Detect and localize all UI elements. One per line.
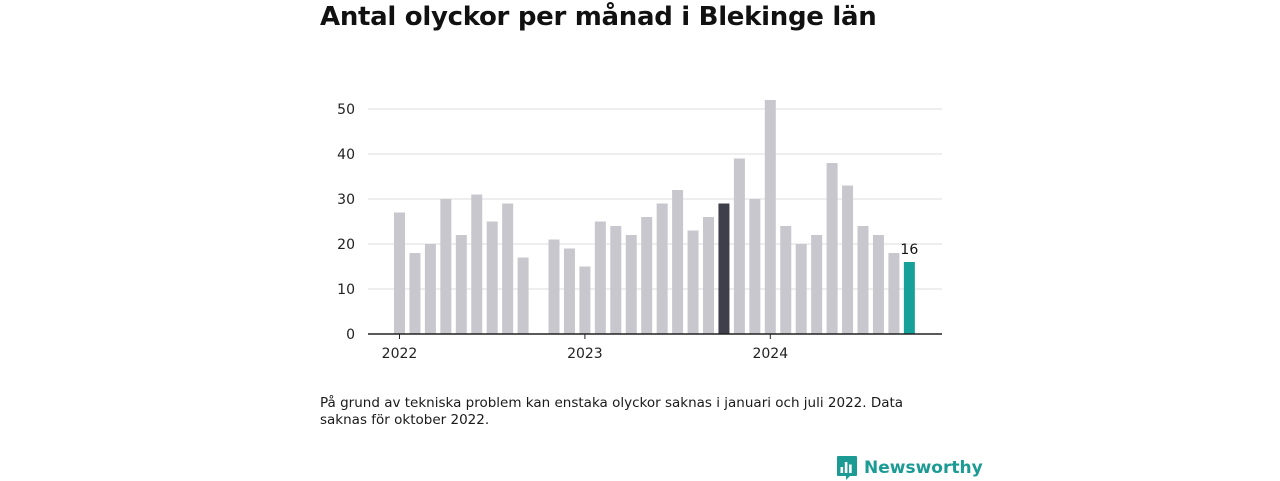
bar (502, 203, 514, 334)
bar (641, 217, 653, 334)
y-tick-label: 40 (337, 147, 355, 163)
y-tick-label: 30 (337, 192, 355, 208)
y-tick-label: 50 (337, 102, 355, 118)
bar (749, 199, 761, 334)
bar (842, 185, 854, 334)
latest-value-label: 16 (900, 242, 918, 258)
bar (471, 194, 483, 334)
bar (857, 226, 869, 334)
gridlines (368, 108, 942, 290)
bar (579, 266, 591, 334)
bar (795, 244, 807, 334)
y-tick-label: 10 (337, 282, 355, 298)
bar (672, 190, 684, 334)
bar (764, 100, 776, 334)
bar (548, 239, 560, 334)
bar (517, 257, 529, 334)
bar (826, 163, 838, 334)
bar (903, 262, 915, 334)
bar (409, 253, 421, 334)
bar (733, 158, 745, 334)
bar (455, 235, 467, 334)
bar (718, 203, 730, 334)
bars (394, 100, 915, 334)
x-tick-label: 2024 (752, 346, 788, 362)
bar (424, 244, 436, 334)
x-tick-label: 2022 (382, 346, 418, 362)
y-tick-label: 0 (346, 327, 355, 343)
x-tick-label: 2023 (567, 346, 603, 362)
bar (703, 217, 714, 334)
bar (656, 203, 668, 334)
bar (888, 253, 900, 334)
bar-chart-speech-bubble-icon (837, 456, 857, 480)
bar (625, 235, 637, 334)
bar (872, 235, 884, 334)
data-labels: 16 (900, 242, 918, 258)
bar (486, 221, 498, 334)
bar (811, 235, 823, 334)
brand-logo: Newsworthy (836, 455, 983, 481)
footnote: På grund av tekniska problem kan enstaka… (320, 395, 904, 428)
bar (394, 212, 405, 334)
bar (687, 230, 699, 334)
bar (563, 248, 575, 334)
y-tick-label: 20 (337, 237, 355, 253)
axes: 0 10 20 30 40 50 2022 2023 2024 (337, 102, 942, 362)
bar (440, 199, 452, 334)
bar (610, 226, 622, 334)
chart-title: Antal olyckor per månad i Blekinge län (320, 2, 877, 32)
brand-name: Newsworthy (864, 458, 983, 478)
bar (780, 226, 792, 334)
bar (594, 221, 606, 334)
